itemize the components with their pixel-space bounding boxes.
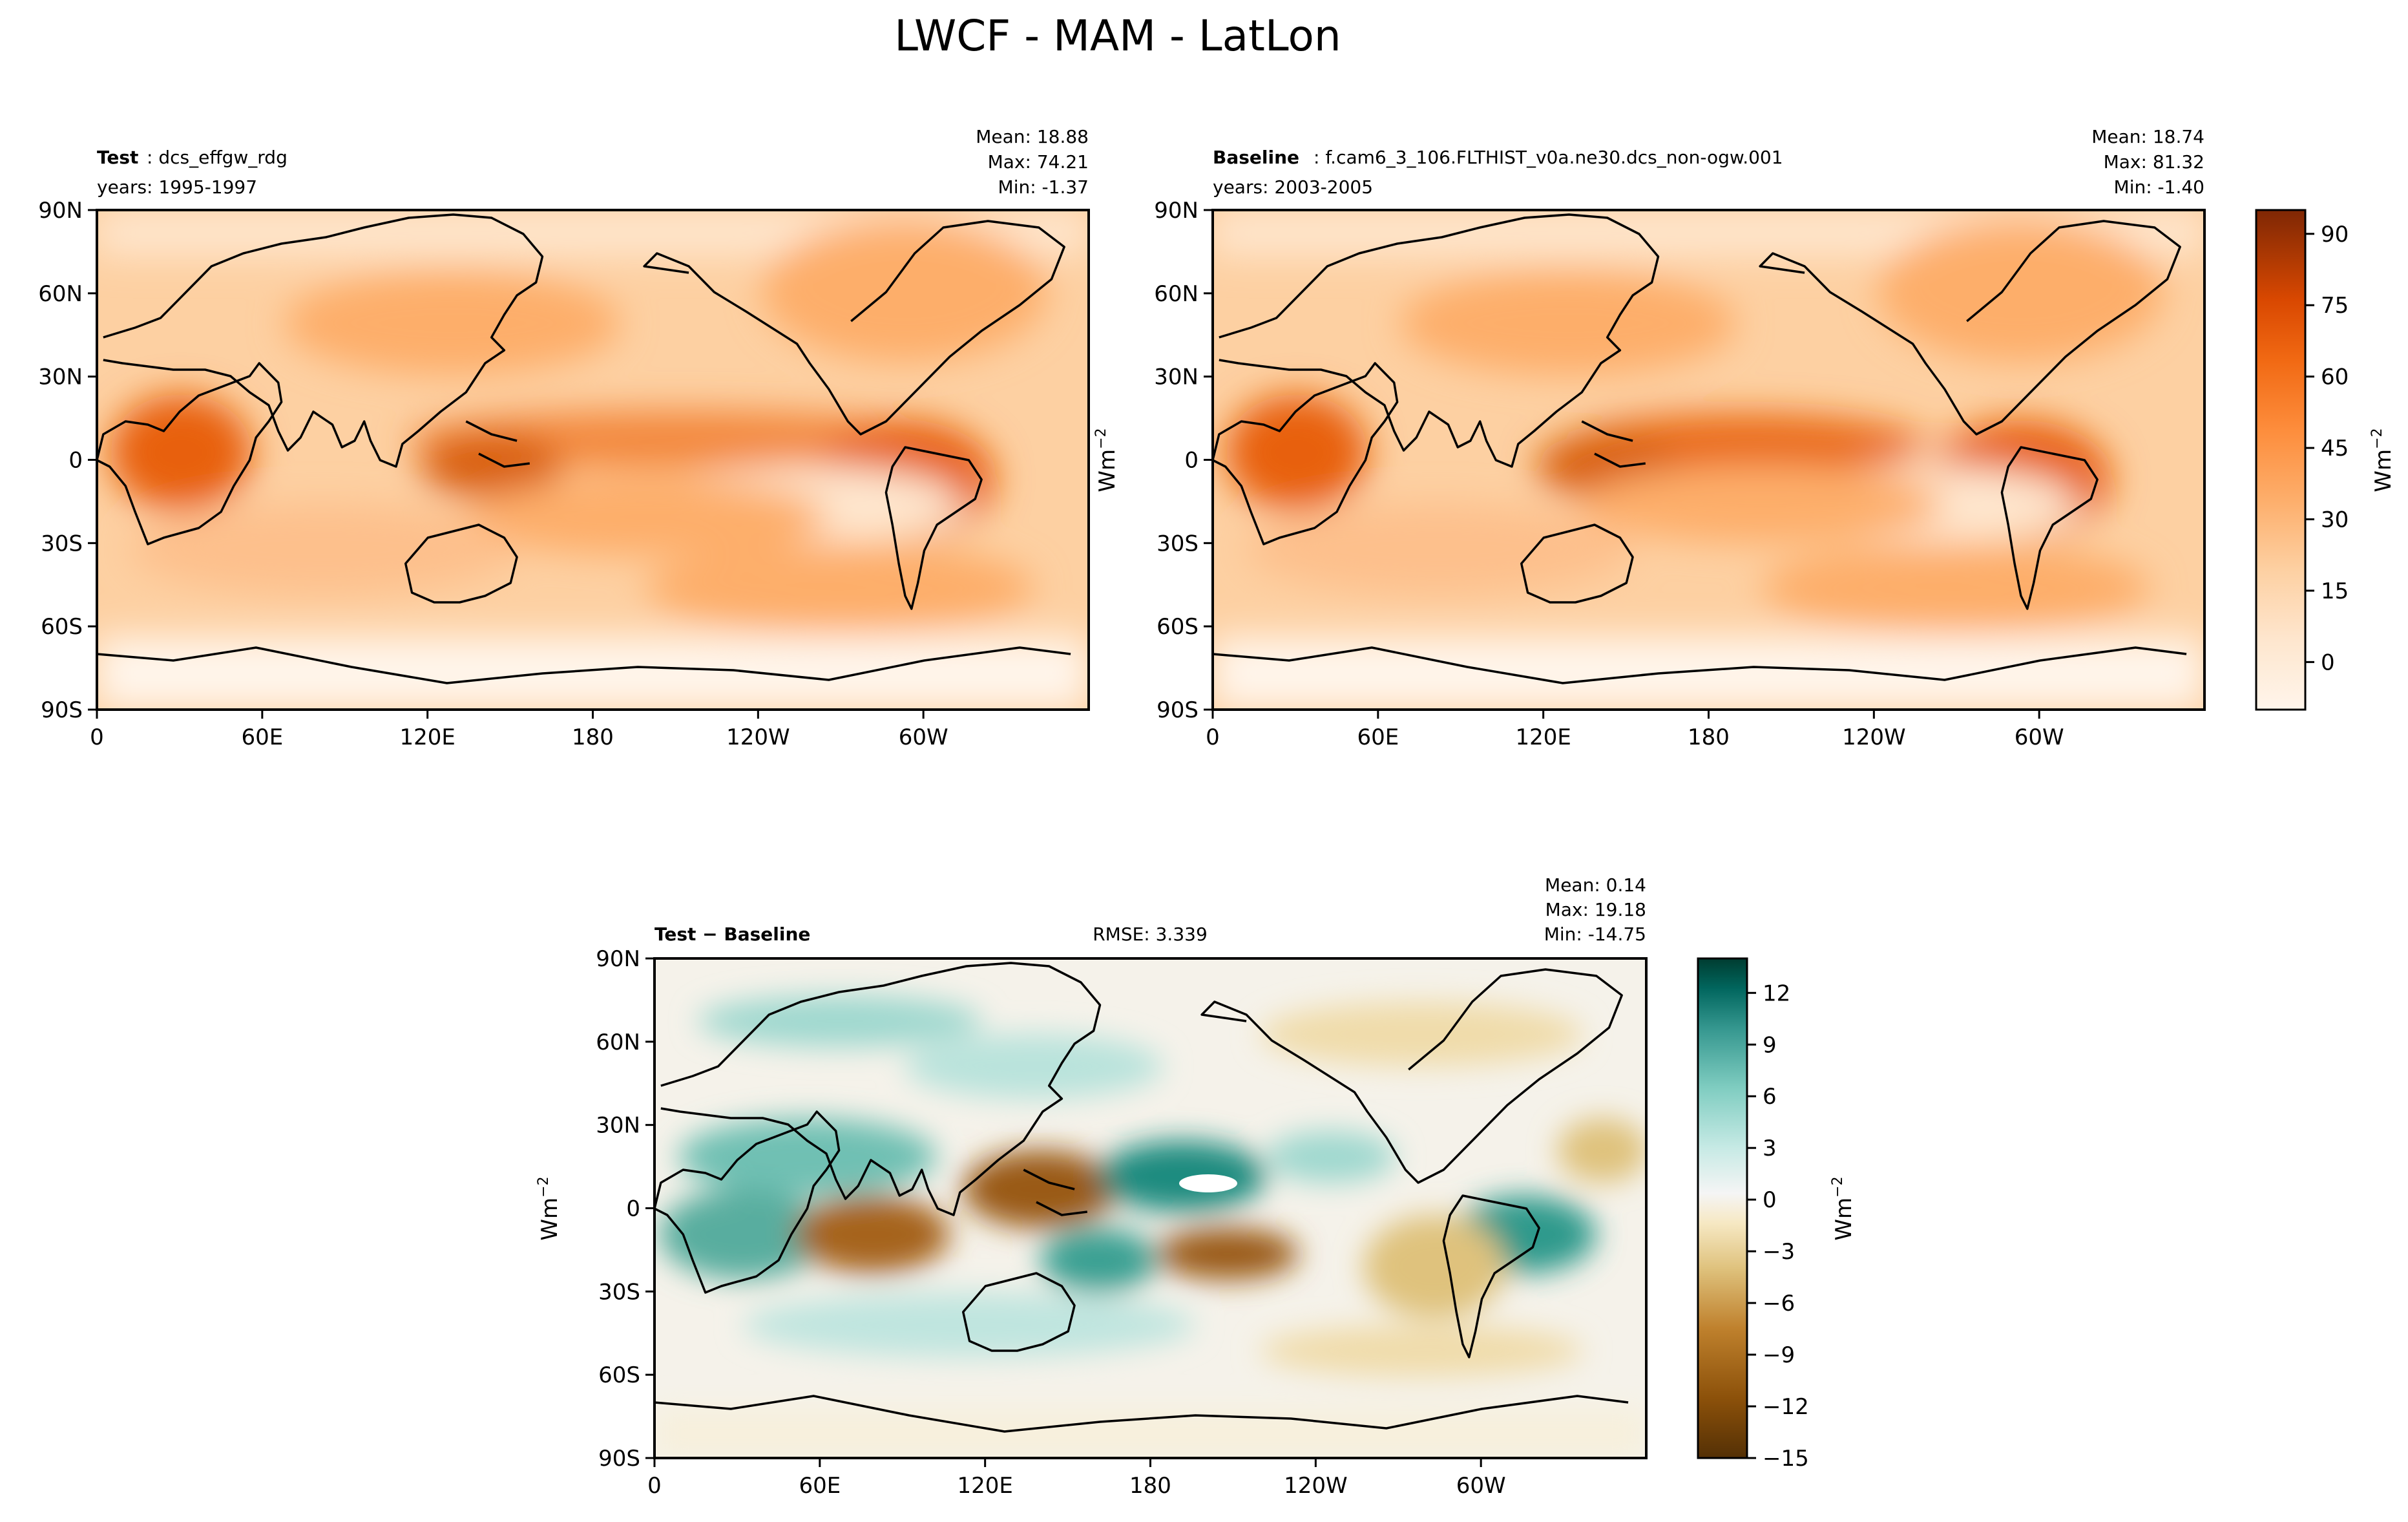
y-tick-label: 60N xyxy=(1154,281,1199,307)
x-tick-label: 0 xyxy=(647,1473,662,1499)
x-tick-label: 120E xyxy=(957,1473,1012,1499)
colorbar-tick-label: 45 xyxy=(2321,436,2349,461)
y-tick-label: 90N xyxy=(38,198,83,224)
panel-case-name: dcs_effgw_rdg xyxy=(158,147,288,168)
y-tick-label: 0 xyxy=(1184,448,1199,474)
colorbar-tick-label: 75 xyxy=(2321,293,2349,319)
colorbar-tick-label: 0 xyxy=(2321,650,2335,675)
rmse-label: RMSE: 3.339 xyxy=(1093,924,1208,945)
stat-max: Max: 81.32 xyxy=(2104,151,2204,173)
stat-min: Min: -14.75 xyxy=(1544,924,1646,945)
stat-mean: Mean: 0.14 xyxy=(1545,874,1646,896)
colorbar-tick-label: 0 xyxy=(1763,1187,1777,1213)
x-tick-label: 60W xyxy=(899,724,948,750)
colorbar-tick-label: −12 xyxy=(1763,1394,1809,1420)
colorbar-tick-label: 12 xyxy=(1763,980,1790,1006)
heatmap-field xyxy=(1213,210,2204,710)
x-tick-label: 180 xyxy=(1688,724,1730,750)
x-tick-label: 60E xyxy=(241,724,283,750)
stat-mean: Mean: 18.74 xyxy=(2091,126,2204,147)
y-tick-label: 90S xyxy=(1157,697,1199,723)
x-tick-label: 120W xyxy=(1284,1473,1348,1499)
stat-min: Min: -1.37 xyxy=(998,176,1089,198)
x-tick-label: 180 xyxy=(572,724,614,750)
x-tick-label: 120W xyxy=(1842,724,1906,750)
stat-max: Max: 74.21 xyxy=(988,151,1089,173)
panel-name: : dcs_effgw_rdg xyxy=(147,147,288,168)
y-tick-label: 90N xyxy=(596,946,640,972)
y-axis-label: Wm−2 xyxy=(1093,428,1120,492)
panel-tag: Test xyxy=(97,147,138,168)
colorbar-diverging: 12 9 6 3 0 −3 −6 −9 −12 −15 Wm−2 xyxy=(1697,957,1857,1472)
colorbar-tick-label: 15 xyxy=(2321,578,2349,604)
panel-test: Test : dcs_effgw_rdg years: 1995-1997 Me… xyxy=(96,126,1090,711)
panel-years: years: 2003-2005 xyxy=(1213,176,1373,198)
colorbar-sequential: 90 75 60 45 30 15 0 Wm−2 xyxy=(2255,209,2396,711)
y-tick-label: 90S xyxy=(598,1446,640,1472)
x-tick-label: 60W xyxy=(1456,1473,1506,1499)
colorbar-tick-label: 9 xyxy=(1763,1032,1777,1058)
y-tick-label: 90N xyxy=(1154,198,1199,224)
panel-baseline: Baseline : f.cam6_3_106.FLTHIST_v0a.ne30… xyxy=(1211,126,2206,711)
colorbar-tick-label: 30 xyxy=(2321,507,2349,533)
x-tick-label: 60W xyxy=(2015,724,2064,750)
y-tick-label: 30S xyxy=(41,531,83,556)
y-axis-label: Wm−2 xyxy=(536,1176,563,1240)
y-tick-label: 30S xyxy=(1157,531,1199,556)
stat-min: Min: -1.40 xyxy=(2114,176,2204,198)
x-tick-label: 120W xyxy=(726,724,790,750)
y-tick-label: 0 xyxy=(68,448,83,474)
y-tick-label: 30N xyxy=(1154,365,1199,390)
panel-tag: Baseline xyxy=(1213,147,1299,168)
colorbar-tick-label: 6 xyxy=(1763,1084,1777,1110)
colorbar-tick-label: −6 xyxy=(1763,1291,1795,1316)
colorbar-label: Wm−2 xyxy=(1830,1176,1857,1240)
colorbar-tick-label: −15 xyxy=(1763,1446,1809,1472)
y-tick-label: 30N xyxy=(38,365,83,390)
panel-tag: Test − Baseline xyxy=(654,924,810,945)
y-tick-label: 90S xyxy=(41,697,83,723)
y-tick-label: 60N xyxy=(596,1030,640,1055)
x-tick-label: 0 xyxy=(1206,724,1220,750)
y-tick-label: 60N xyxy=(38,281,83,307)
y-tick-label: 60S xyxy=(598,1362,640,1388)
stat-max: Max: 19.18 xyxy=(1545,899,1646,920)
colorbar-tick-label: −9 xyxy=(1763,1342,1795,1368)
x-tick-label: 120E xyxy=(399,724,455,750)
heatmap-field xyxy=(97,210,1089,710)
x-tick-label: 0 xyxy=(90,724,104,750)
stat-mean: Mean: 18.88 xyxy=(976,126,1089,147)
x-tick-label: 180 xyxy=(1129,1473,1171,1499)
x-tick-label: 60E xyxy=(799,1473,841,1499)
colorbar-tick-label: 90 xyxy=(2321,222,2349,248)
colorbar-tick-label: −3 xyxy=(1763,1239,1795,1265)
heatmap-field xyxy=(654,958,1646,1458)
panel-case-name: f.cam6_3_106.FLTHIST_v0a.ne30.dcs_non-og… xyxy=(1325,147,1783,168)
y-tick-label: 60S xyxy=(1157,614,1199,640)
y-tick-label: 60S xyxy=(41,614,83,640)
panel-diff: Test − Baseline RMSE: 3.339 Mean: 0.14 M… xyxy=(536,874,1648,1459)
colorbar-tick-label: 3 xyxy=(1763,1136,1777,1161)
y-tick-label: 30N xyxy=(596,1113,640,1139)
y-tick-label: 0 xyxy=(626,1196,640,1222)
x-tick-label: 120E xyxy=(1515,724,1571,750)
panel-name: : f.cam6_3_106.FLTHIST_v0a.ne30.dcs_non-… xyxy=(1314,147,1783,168)
colorbar-label: Wm−2 xyxy=(2369,428,2396,492)
colorbar-tick-label: 60 xyxy=(2321,365,2349,390)
y-tick-label: 30S xyxy=(598,1279,640,1305)
panel-years: years: 1995-1997 xyxy=(97,176,257,198)
x-tick-label: 60E xyxy=(1357,724,1399,750)
figure-title: LWCF - MAM - LatLon xyxy=(894,11,1341,61)
